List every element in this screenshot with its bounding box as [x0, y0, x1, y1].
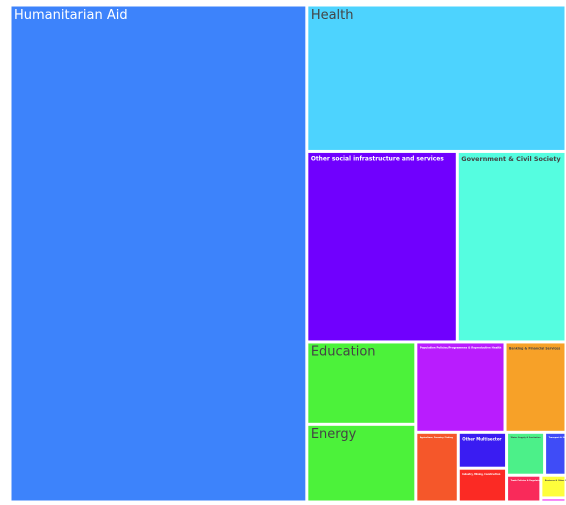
tile	[308, 343, 415, 423]
tile-label: Other Multisector	[462, 437, 501, 442]
tile	[546, 433, 565, 474]
tile-label: Education	[311, 345, 376, 360]
tile-label: Industry, Mining, Construction	[462, 473, 500, 476]
tile	[508, 476, 540, 501]
tile	[542, 499, 565, 501]
tile-label: Health	[311, 8, 354, 23]
tile-label: Transport & Storage	[549, 436, 566, 439]
tile-label: Water Supply & Sanitation	[511, 436, 542, 439]
tile-label: Other social infrastructure and services	[311, 155, 444, 162]
tile	[417, 343, 504, 431]
tile-label: Agriculture, Forestry, Fishing	[420, 436, 454, 439]
tile-label: Population Policies/Programmes & Reprodu…	[420, 346, 502, 350]
tile-label: Energy	[311, 427, 357, 442]
tile	[417, 433, 457, 501]
tile	[308, 6, 565, 150]
tile	[11, 6, 306, 501]
tile	[308, 425, 415, 501]
tile	[308, 152, 456, 341]
tile	[508, 433, 544, 474]
tile	[459, 469, 506, 501]
tile	[459, 433, 506, 467]
tile-label: Banking & Financial Services	[509, 346, 560, 350]
tile-label: Communications	[545, 502, 565, 505]
tile	[458, 152, 565, 341]
tile-label: Government & Civil Society	[461, 155, 561, 163]
tile	[506, 343, 565, 431]
tile	[542, 476, 565, 497]
tile-label: Business & Other Services	[545, 479, 566, 482]
tile-label: Humanitarian Aid	[14, 8, 128, 23]
tile-label: Trade Policies & Regulations	[511, 479, 544, 482]
